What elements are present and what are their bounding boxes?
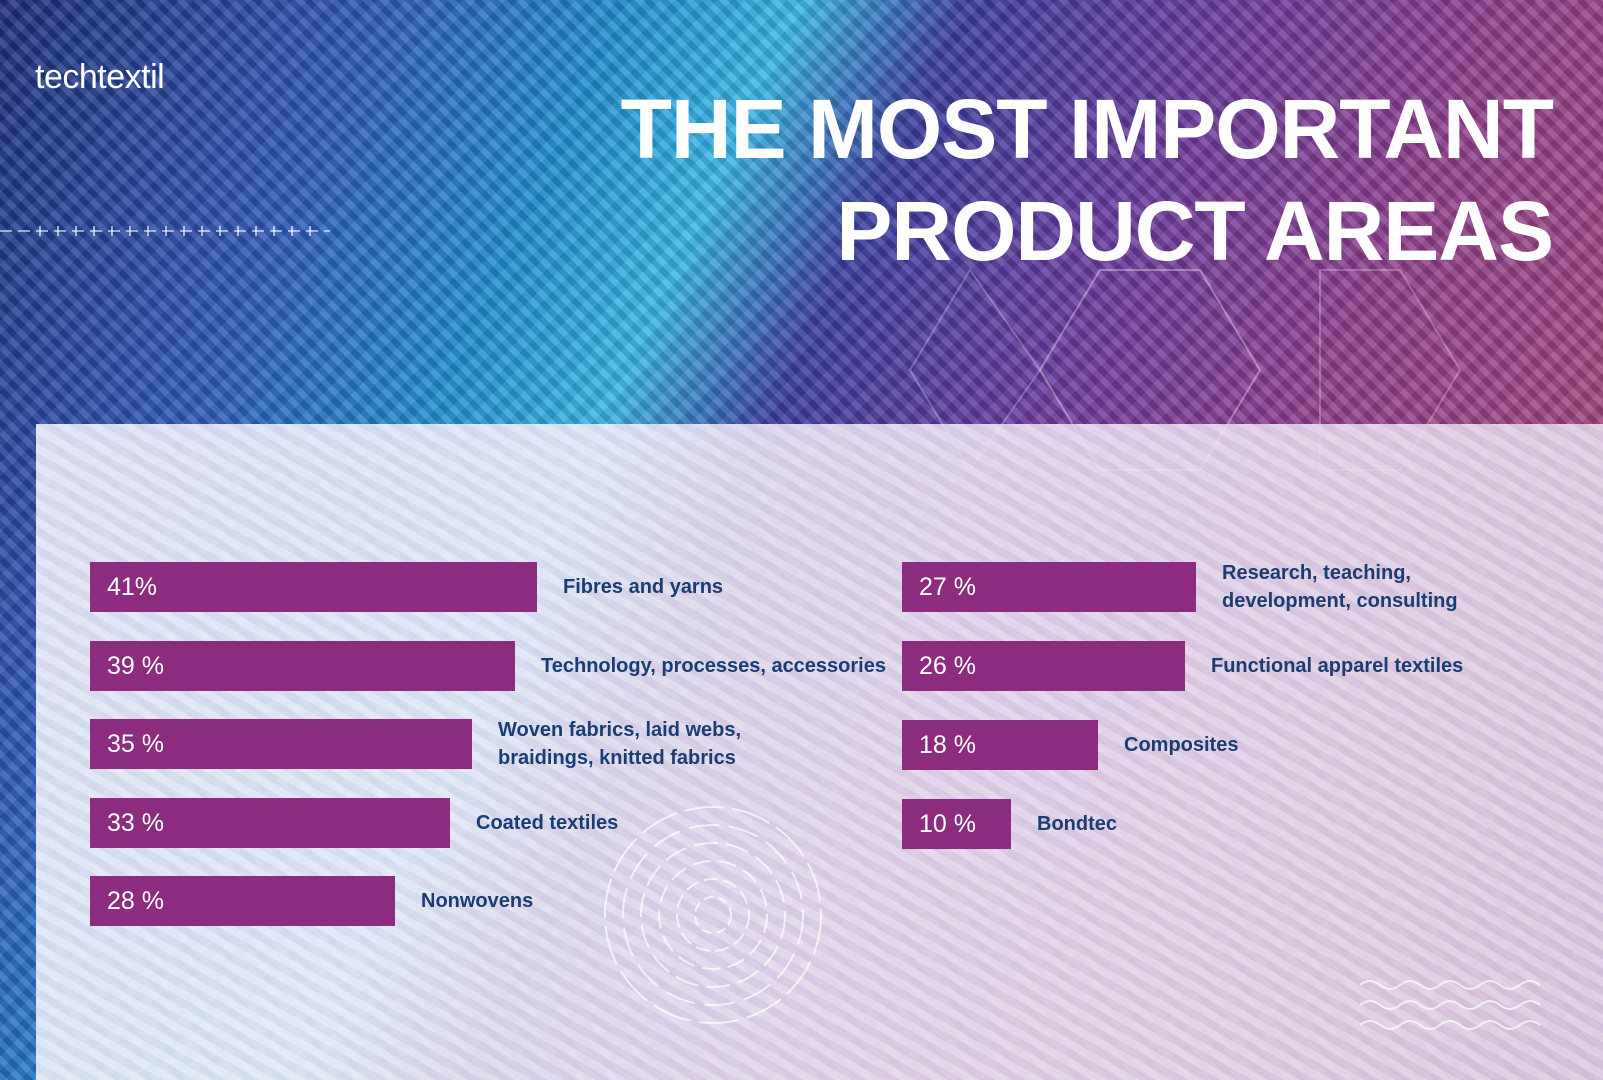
bar-value-label: 35 % — [107, 730, 164, 758]
bar-right-1 — [902, 562, 1196, 612]
title-line-2: PRODUCT AREAS — [836, 184, 1554, 278]
bar-value-label: 18 % — [919, 731, 976, 759]
title-line-1: THE MOST IMPORTANT — [620, 82, 1554, 176]
bar-category-label: Nonwovens — [421, 890, 534, 912]
bar-category-label: Bondtec — [1037, 813, 1117, 835]
bar-value-label: 41% — [107, 573, 158, 601]
bar-category-label: development, consulting — [1222, 590, 1458, 612]
cross-dash-decoration — [0, 226, 330, 236]
chart-panel — [36, 424, 1603, 1080]
bar-left-3 — [90, 719, 472, 769]
bar-category-label: Functional apparel textiles — [1211, 655, 1464, 677]
bar-category-label: Coated textiles — [476, 812, 619, 834]
bar-value-label: 33 % — [107, 809, 164, 837]
bar-left-2 — [90, 641, 515, 691]
wave-decoration — [1360, 980, 1541, 1030]
bar-category-label: Technology, processes, accessories — [541, 655, 886, 677]
bar-category-label: Woven fabrics, laid webs, — [498, 719, 742, 741]
page-title: THE MOST IMPORTANT PRODUCT AREAS — [620, 78, 1554, 282]
bar-right-2 — [902, 641, 1185, 691]
bar-category-label: braidings, knitted fabrics — [498, 747, 736, 769]
bar-category-label: Fibres and yarns — [563, 576, 724, 598]
bar-value-label: 28 % — [107, 887, 164, 915]
bar-value-label: 26 % — [919, 652, 976, 680]
bar-category-label: Research, teaching, — [1222, 562, 1411, 584]
bar-left-5 — [90, 876, 395, 926]
techtextil-logo: techtextil — [35, 58, 165, 96]
bar-value-label: 39 % — [107, 652, 164, 680]
bar-right-4 — [902, 799, 1011, 849]
bar-category-label: Composites — [1124, 734, 1239, 756]
bar-value-label: 27 % — [919, 573, 976, 601]
concentric-circle-decoration — [604, 806, 822, 1024]
bar-left-1 — [90, 562, 537, 612]
bar-right-3 — [902, 720, 1098, 770]
bar-value-label: 10 % — [919, 810, 976, 838]
bar-left-4 — [90, 798, 450, 848]
